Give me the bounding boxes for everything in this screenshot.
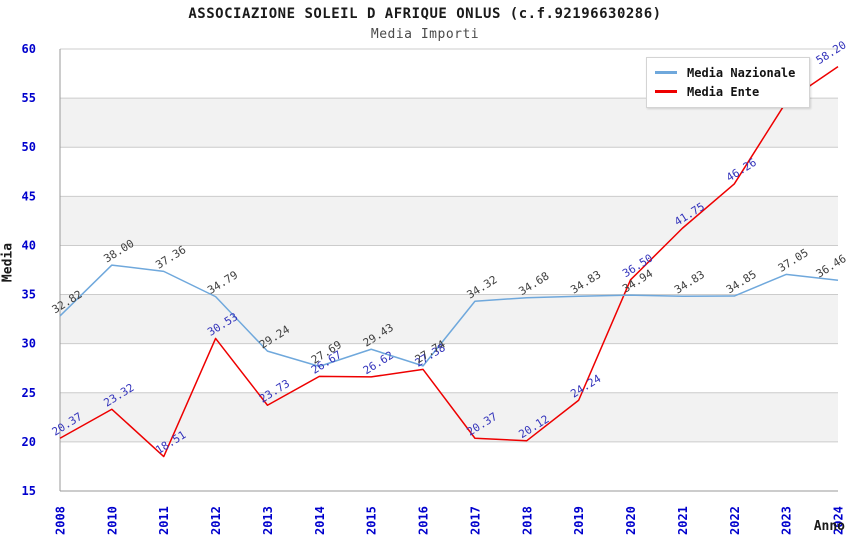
y-axis-title: Media	[0, 242, 16, 283]
plot-band	[60, 196, 838, 246]
data-label-media-nazionale: 34.85	[724, 268, 759, 297]
x-tick-label: 2022	[728, 506, 742, 535]
data-label-media-nazionale: 36.46	[814, 252, 849, 281]
x-tick-label: 2018	[520, 506, 534, 535]
x-tick-label: 2013	[261, 506, 275, 535]
y-tick-label: 35	[22, 288, 36, 302]
data-label-media-ente: 58.20	[814, 38, 849, 67]
data-label-media-nazionale: 34.79	[205, 268, 240, 297]
x-tick-label: 2011	[157, 506, 171, 535]
data-label-media-nazionale: 34.83	[568, 268, 603, 297]
x-tick-label: 2021	[676, 506, 690, 535]
y-tick-label: 45	[22, 189, 36, 203]
legend-item-media-ente: Media Ente	[655, 82, 801, 101]
data-label-media-nazionale: 34.68	[516, 269, 551, 298]
data-label-media-ente: 46.26	[724, 156, 759, 185]
y-tick-label: 50	[22, 140, 36, 154]
y-tick-label: 15	[22, 484, 36, 498]
data-label-media-nazionale: 37.05	[776, 246, 811, 275]
x-tick-label: 2015	[365, 506, 379, 535]
legend-box: Media Nazionale Media Ente	[646, 57, 810, 108]
y-tick-label: 30	[22, 337, 36, 351]
y-tick-label: 40	[22, 238, 36, 252]
x-tick-label: 2017	[468, 506, 482, 535]
y-tick-label: 60	[22, 42, 36, 56]
legend-item-label: Media Ente	[687, 84, 760, 99]
series-line-media-ente	[59, 66, 839, 458]
x-tick-label: 2019	[572, 506, 586, 535]
plot-band	[60, 392, 838, 442]
data-label-media-nazionale: 34.83	[672, 268, 707, 297]
y-tick-label: 20	[22, 435, 36, 449]
x-tick-label: 2014	[313, 506, 327, 535]
legend-swatch-line	[655, 71, 677, 74]
y-tick-label: 55	[22, 91, 36, 105]
series-line-media-nazionale	[59, 264, 839, 368]
y-tick-label: 25	[22, 386, 36, 400]
x-tick-label: 2012	[209, 506, 223, 535]
x-tick-label: 2016	[417, 506, 431, 535]
plot-band	[60, 294, 838, 344]
x-tick-label: 2024	[832, 506, 846, 535]
chart-subtitle: Media Importi	[370, 27, 480, 42]
x-tick-label: 2023	[780, 506, 794, 535]
x-axis-title: Anno	[813, 519, 845, 534]
chart-title: ASSOCIAZIONE SOLEIL D AFRIQUE ONLUS (c.f…	[188, 6, 662, 22]
x-tick-label: 2008	[54, 506, 68, 535]
legend-swatch-line	[655, 90, 677, 93]
legend-item-label: Media Nazionale	[687, 65, 796, 80]
data-label-media-ente: 26.62	[361, 349, 396, 378]
data-label-media-nazionale: 37.36	[153, 243, 188, 272]
x-tick-label: 2010	[105, 506, 119, 535]
x-tick-label: 2020	[624, 506, 638, 535]
legend-item-media-nazionale: Media Nazionale	[655, 63, 801, 82]
